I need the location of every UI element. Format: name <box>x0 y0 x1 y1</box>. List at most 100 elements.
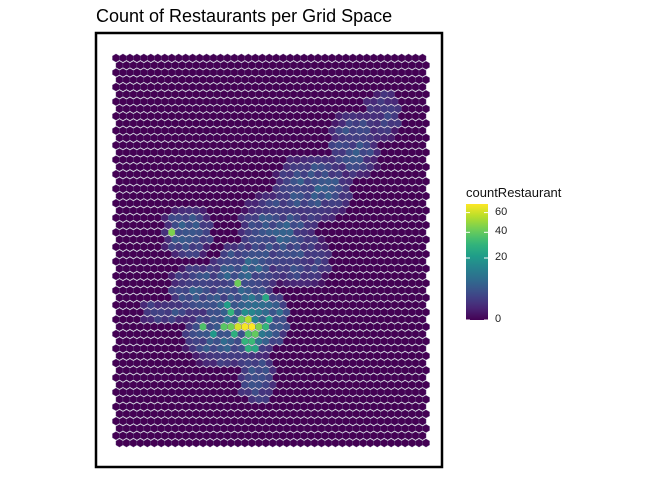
hex-cell <box>317 424 326 433</box>
legend-title: countRestaurant <box>466 185 562 200</box>
hex-cell <box>251 155 260 165</box>
hex-cell <box>161 184 169 194</box>
hex-cell <box>136 424 145 433</box>
hex-cell <box>321 373 329 382</box>
hex-cell <box>272 140 280 150</box>
hex-cell <box>154 155 162 165</box>
hex-cell <box>178 119 186 128</box>
hex-cell <box>213 264 221 273</box>
hex-cell <box>401 148 409 157</box>
hex-cell <box>150 60 159 70</box>
panel-border <box>94 31 444 469</box>
hex-cell <box>401 307 409 317</box>
hex-cell <box>335 53 343 63</box>
hex-cell <box>411 315 420 324</box>
hex-cell <box>342 111 350 121</box>
hex-cell <box>415 90 423 99</box>
hex-cell <box>164 220 172 230</box>
hex-cell <box>178 278 186 288</box>
hex-cell <box>366 191 374 201</box>
hex-cell <box>265 140 273 150</box>
hex-cell <box>188 344 197 353</box>
hex-cell <box>174 228 183 237</box>
hex-cell <box>136 177 145 186</box>
hex-cell <box>335 387 343 397</box>
hex-cell <box>331 293 340 303</box>
hex-cell <box>154 184 162 194</box>
hex-cell <box>422 177 430 186</box>
hex-cell <box>296 322 305 332</box>
hex-cell <box>174 169 183 179</box>
hex-cell <box>262 424 270 433</box>
hex-cell <box>192 133 200 143</box>
hex-cell <box>213 133 221 143</box>
hex-cell <box>227 351 235 361</box>
hex-cell <box>223 126 232 135</box>
hex-cell <box>380 322 388 332</box>
hex-cell <box>408 264 416 273</box>
hex-cell <box>112 169 120 179</box>
hex-cell <box>317 322 326 332</box>
hex-cell <box>119 126 127 135</box>
hex-cell <box>356 416 364 426</box>
hex-cell <box>307 53 315 63</box>
hex-cell <box>408 75 416 85</box>
hex-cell <box>251 271 260 281</box>
hex-cell <box>168 213 176 223</box>
hex-cell <box>300 300 308 310</box>
hex-cell <box>258 213 267 223</box>
hex-cell <box>237 402 246 411</box>
hex-cell <box>237 126 246 135</box>
hex-cell <box>269 75 277 85</box>
hex-cell <box>185 395 193 404</box>
hex-cell <box>370 140 378 150</box>
hex-cell <box>352 438 361 448</box>
hex-cell <box>293 300 301 310</box>
hex-cell <box>359 409 368 419</box>
hex-cell <box>335 126 343 135</box>
hex-cell <box>321 358 329 368</box>
hex-cell <box>376 213 385 223</box>
hex-cell <box>251 402 260 411</box>
hex-cell <box>181 286 190 295</box>
hex-cell <box>352 293 361 303</box>
hex-cell <box>342 53 350 63</box>
hex-cell <box>303 249 312 259</box>
hex-cell <box>220 75 228 85</box>
hex-cell <box>293 315 301 324</box>
hex-cell <box>258 315 267 324</box>
hex-cell <box>192 278 200 288</box>
hex-cell <box>373 293 381 303</box>
hex-cell <box>331 278 340 288</box>
hex-cell <box>275 235 284 244</box>
hex-cell <box>411 373 420 382</box>
hex-cell <box>154 315 162 324</box>
hex-cell <box>188 155 197 165</box>
hex-cell <box>143 119 152 128</box>
hex-cell <box>289 293 298 303</box>
hex-cell <box>147 373 155 382</box>
hex-cell <box>244 111 253 121</box>
hex-cell <box>150 148 159 157</box>
hex-cell <box>140 82 148 92</box>
hex-cell <box>188 416 197 426</box>
hex-cell <box>352 206 361 215</box>
hex-cell <box>289 395 298 404</box>
hex-cell <box>202 169 211 179</box>
hex-cell <box>244 53 253 63</box>
hex-cell <box>275 409 284 419</box>
hex-cell <box>345 220 354 230</box>
hex-cell <box>310 148 319 157</box>
hex-cell <box>363 97 371 106</box>
hex-cell <box>314 344 322 353</box>
hex-cell <box>359 220 368 230</box>
hex-cell <box>324 351 333 361</box>
hex-cell <box>122 191 131 201</box>
hex-cell <box>150 249 159 259</box>
hex-cell <box>418 213 427 223</box>
hex-cell <box>390 111 399 121</box>
hex-cell <box>244 68 253 77</box>
hex-cell <box>408 322 416 332</box>
hex-cell <box>133 416 141 426</box>
hex-cell <box>119 358 127 368</box>
